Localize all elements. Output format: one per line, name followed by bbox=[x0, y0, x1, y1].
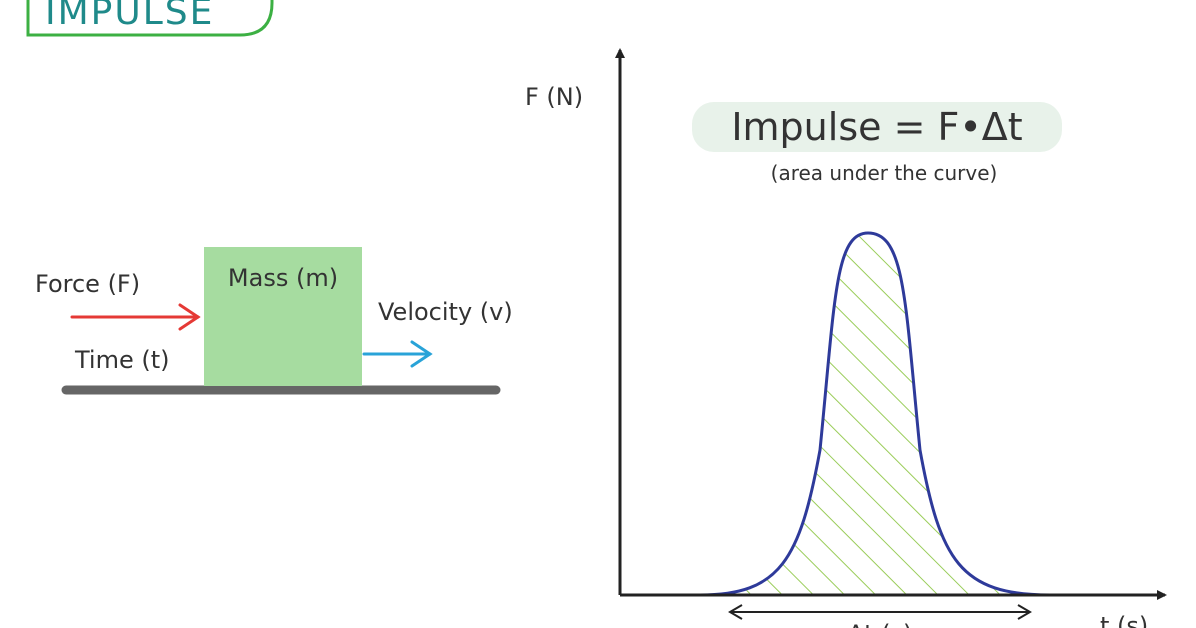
graph: F (N) t (s) Impulse = F•Δt (area under t… bbox=[525, 48, 1167, 628]
scene: Mass (m) Force (F) Time (t) Velocity (v) bbox=[35, 247, 513, 395]
formula-pill bbox=[692, 102, 1062, 152]
force-arrow bbox=[70, 303, 201, 331]
y-axis-label: F (N) bbox=[525, 83, 583, 111]
badge-border bbox=[26, 0, 274, 37]
time-label: Time (t) bbox=[74, 346, 170, 374]
interval-label: Δt (s) bbox=[848, 620, 913, 628]
x-axis-label: t (s) bbox=[1100, 612, 1148, 628]
formula-note: (area under the curve) bbox=[771, 161, 998, 185]
page-title: IMPULSE bbox=[45, 0, 214, 33]
interval-arrow bbox=[728, 604, 1032, 620]
mass-block bbox=[204, 247, 362, 386]
velocity-arrow bbox=[362, 340, 433, 368]
title-badge: IMPULSE bbox=[26, 0, 274, 37]
formula: Impulse = F•Δt bbox=[731, 105, 1022, 149]
force-label: Force (F) bbox=[35, 270, 140, 298]
impulse-area bbox=[700, 233, 1050, 595]
mass-label: Mass (m) bbox=[228, 264, 338, 292]
force-curve bbox=[699, 231, 1051, 597]
velocity-label: Velocity (v) bbox=[378, 298, 513, 326]
